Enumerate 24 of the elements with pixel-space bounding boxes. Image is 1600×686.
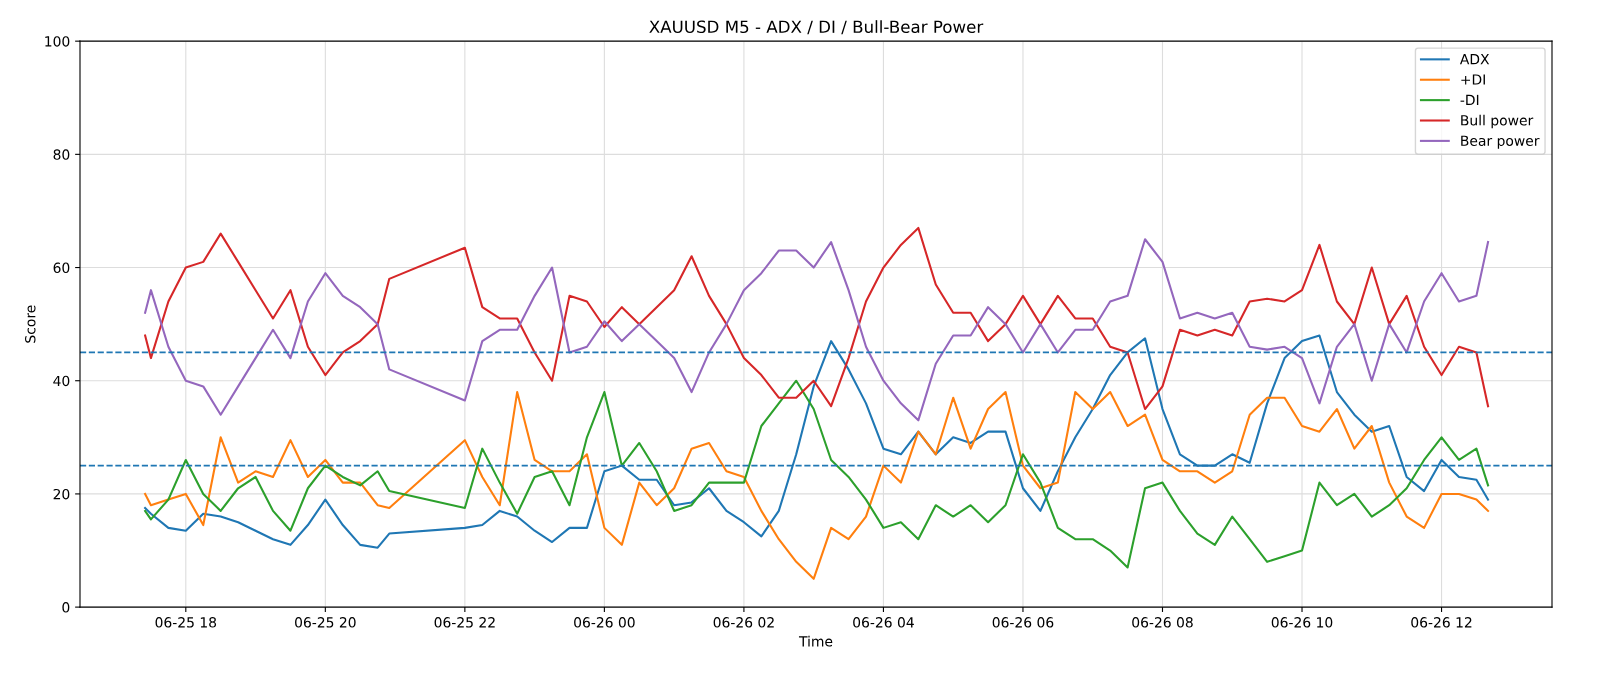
- x-tick-label: 06-25 22: [434, 617, 495, 628]
- x-axis-title: Time: [798, 635, 833, 647]
- x-tick-label: 06-25 18: [155, 617, 217, 628]
- x-tick-label: 06-26 10: [1271, 617, 1333, 628]
- x-tick-label: 06-26 00: [574, 617, 635, 628]
- y-tick-label: 80: [53, 149, 70, 160]
- x-tick-label: 06-25 20: [295, 617, 356, 628]
- y-tick-label: 20: [53, 488, 70, 500]
- legend-label: -DI: [1460, 94, 1479, 105]
- legend-label: +DI: [1461, 74, 1485, 85]
- x-tick-label: 06-26 06: [992, 617, 1054, 628]
- legend-label: ADX: [1459, 54, 1490, 65]
- x-tick-label: 06-26 08: [1132, 617, 1193, 628]
- chart-title: XAUUSD M5 - ADX / DI / Bull-Bear Power: [649, 20, 984, 35]
- x-tick-label: 06-26 02: [713, 617, 774, 628]
- x-tick-label: 06-26 04: [853, 617, 914, 628]
- x-tick-label: 06-26 12: [1411, 617, 1472, 628]
- y-tick-label: 100: [45, 36, 70, 47]
- y-tick-label: 60: [53, 262, 70, 274]
- y-tick-label: 40: [53, 375, 70, 387]
- y-axis-title: Score: [25, 305, 36, 343]
- legend-label: Bull power: [1461, 114, 1534, 129]
- legend-label: Bear power: [1461, 135, 1540, 149]
- y-tick-label: 0: [62, 602, 70, 613]
